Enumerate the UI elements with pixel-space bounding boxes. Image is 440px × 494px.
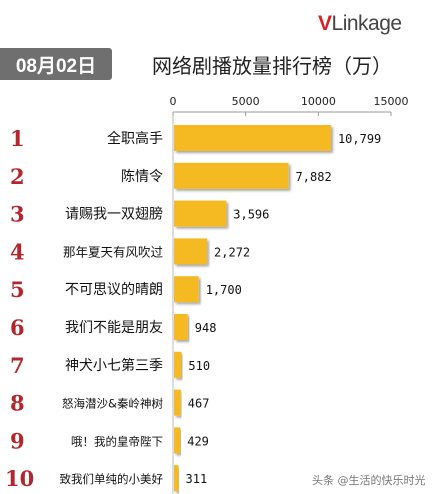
category-label: 请赐我一双翅膀 [65, 206, 163, 223]
rank-number: 2 [10, 164, 25, 189]
bar [174, 200, 227, 227]
bar [174, 465, 179, 492]
x-tick-label: 0 [170, 95, 177, 108]
category-label: 怒海潜沙&秦岭神树 [62, 397, 163, 411]
value-label: 311 [186, 472, 208, 486]
value-label: 3,596 [233, 208, 269, 222]
bar [174, 351, 182, 378]
bar [174, 276, 199, 303]
bar [174, 162, 289, 189]
category-label: 陈情令 [121, 168, 163, 185]
x-tick-label: 5000 [232, 95, 260, 108]
value-label: 510 [188, 359, 210, 373]
x-tick-label: 10000 [301, 95, 336, 108]
value-label: 1,700 [206, 283, 242, 297]
value-label: 948 [195, 321, 217, 335]
rank-number: 1 [10, 126, 25, 151]
logo-letter-v: V [318, 12, 332, 35]
value-label: 7,882 [296, 170, 332, 184]
footer-watermark: 头条 @生活的快乐时光 [312, 474, 426, 487]
category-label: 全职高手 [107, 130, 163, 147]
value-label: 10,799 [338, 132, 381, 146]
category-label: 哦！我的皇帝陛下 [71, 434, 163, 448]
rank-number: 4 [10, 239, 25, 264]
bar [174, 389, 181, 416]
bar [174, 427, 181, 454]
category-label: 不可思议的晴朗 [65, 282, 163, 298]
chart-title: 网络剧播放量排行榜（万） [152, 54, 392, 78]
rank-number: 5 [10, 277, 25, 302]
x-tick-label: 15000 [374, 95, 409, 108]
rank-number: 7 [10, 353, 25, 378]
date-badge: 08月02日 [0, 48, 112, 80]
value-label: 2,272 [214, 245, 250, 259]
category-label: 那年夏天有风吹过 [63, 244, 164, 259]
rank-number: 10 [5, 466, 34, 491]
bar [174, 238, 208, 265]
bar [174, 125, 331, 151]
rank-number: 8 [10, 391, 25, 416]
category-label: 我们不能是朋友 [65, 320, 163, 336]
value-label: 467 [188, 397, 210, 411]
category-label: 神犬小七第三季 [65, 357, 163, 374]
vlinkage-logo: VLinkage [318, 12, 402, 36]
category-label: 致我们单纯的小美好 [60, 472, 164, 486]
value-label: 429 [187, 434, 209, 448]
rank-number: 9 [10, 428, 25, 453]
bar [174, 314, 188, 340]
logo-text: Linkage [331, 12, 403, 35]
rank-number: 3 [10, 202, 25, 227]
rank-number: 6 [10, 315, 25, 340]
